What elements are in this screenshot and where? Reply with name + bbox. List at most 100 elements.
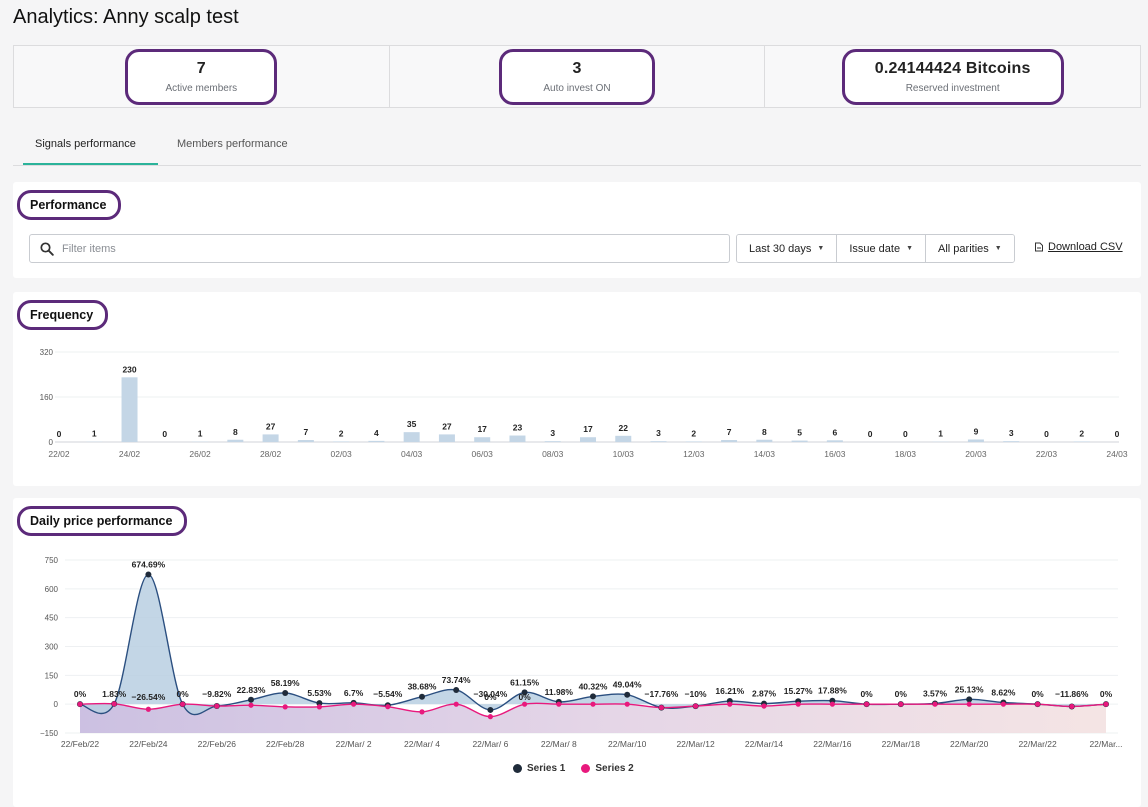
y-tick-label: 0 — [49, 438, 54, 447]
frequency-bar — [685, 441, 702, 442]
frequency-bar — [544, 441, 561, 442]
series-2-point — [385, 704, 391, 710]
x-tick-label: 12/03 — [683, 449, 705, 459]
x-tick-label: 22/03 — [1036, 449, 1058, 459]
data-label: 11.98% — [545, 687, 574, 697]
series-1-point — [487, 706, 494, 713]
bar-value-label: 3 — [656, 428, 661, 438]
x-tick-label: 22/Mar... — [1089, 739, 1122, 749]
frequency-bar — [1003, 441, 1020, 442]
stat-box: 7 Active members — [125, 48, 278, 105]
x-tick-label: 08/03 — [542, 449, 564, 459]
frequency-bar — [721, 440, 738, 442]
date-range-dropdown[interactable]: Last 30 days ▼ — [737, 235, 838, 262]
frequency-bar — [403, 432, 420, 442]
data-label: 17.88% — [818, 686, 847, 696]
series-1-point — [316, 700, 323, 707]
download-csv-label: Download CSV — [1048, 241, 1123, 253]
legend-label: Series 2 — [595, 763, 634, 774]
filter-input[interactable] — [62, 242, 662, 255]
series-2-point — [1000, 701, 1007, 707]
bar-value-label: 2 — [1079, 428, 1084, 438]
x-tick-label: 22/Mar/ 2 — [336, 739, 372, 749]
data-label: −26.54% — [132, 692, 166, 702]
x-tick-label: 16/03 — [824, 449, 846, 459]
data-label: 16.21% — [715, 686, 744, 696]
bar-value-label: 1 — [938, 429, 943, 439]
x-tick-label: 18/03 — [895, 449, 917, 459]
series-2-point — [590, 701, 596, 707]
x-tick-label: 22/Feb/24 — [129, 739, 168, 749]
series-1-point — [590, 693, 596, 700]
series-1-point — [282, 689, 289, 696]
bar-value-label: 7 — [303, 427, 308, 437]
data-label: 0% — [1031, 689, 1044, 699]
data-label: 5.53% — [307, 688, 332, 698]
series-2-point — [795, 701, 801, 707]
series-2-point — [351, 701, 357, 707]
data-label: 49.04% — [613, 680, 642, 690]
x-tick-label: 06/03 — [472, 449, 494, 459]
x-tick-label: 26/02 — [189, 449, 211, 459]
bar-value-label: 27 — [266, 421, 276, 431]
date-type-dropdown[interactable]: Issue date ▼ — [837, 235, 927, 262]
data-label: −5.54% — [373, 689, 403, 699]
data-label: −30.04% — [474, 689, 508, 699]
stat-value: 7 — [196, 59, 206, 77]
frequency-bar — [580, 437, 596, 442]
data-label: 8.62% — [991, 688, 1016, 698]
stat-label: Active members — [165, 82, 238, 94]
bar-value-label: 9 — [974, 426, 979, 436]
y-tick-label: 600 — [45, 585, 59, 594]
filter-field[interactable] — [29, 234, 730, 263]
tab-members-performance[interactable]: Members performance — [177, 138, 288, 150]
bar-value-label: 17 — [477, 424, 487, 434]
frequency-bar — [297, 440, 314, 442]
stat-label: Reserved investment — [905, 82, 1000, 94]
legend-series-2[interactable]: Series 2 — [581, 763, 634, 774]
frequency-bar — [967, 439, 984, 442]
legend-dot-icon — [581, 764, 591, 773]
x-tick-label: 22/Mar/ 8 — [541, 739, 577, 749]
frequency-bar — [227, 439, 244, 442]
x-tick-label: 14/03 — [754, 449, 776, 459]
bar-value-label: 0 — [1115, 429, 1120, 439]
series-2-point — [932, 701, 938, 707]
tab-bar: Signals performance Members performance — [13, 126, 1141, 166]
dropdown-label: Last 30 days — [749, 242, 812, 255]
parities-dropdown[interactable]: All parities ▼ — [926, 235, 1014, 262]
bar-value-label: 7 — [727, 427, 732, 437]
chevron-down-icon: ▼ — [817, 245, 825, 252]
data-label: 25.13% — [955, 684, 984, 694]
stat-active-members: 7 Active members — [14, 46, 390, 107]
legend-label: Series 1 — [527, 763, 566, 774]
dropdown-label: Issue date — [849, 242, 901, 255]
data-label: 0% — [895, 689, 908, 699]
y-tick-label: 300 — [45, 643, 59, 652]
bar-value-label: 2 — [339, 428, 344, 438]
data-label: 22.83% — [237, 685, 266, 695]
page-title: Analytics: Anny scalp test — [13, 6, 239, 28]
bar-value-label: 3 — [1009, 428, 1014, 438]
bar-value-label: 0 — [868, 429, 873, 439]
bar-value-label: 8 — [233, 427, 238, 437]
bar-value-label: 1 — [198, 429, 203, 439]
series-2-point — [693, 703, 699, 709]
data-label: 6.7% — [344, 688, 364, 698]
download-csv-link[interactable]: Download CSV — [1034, 241, 1123, 253]
series-2-point — [145, 706, 151, 712]
performance-title: Performance — [17, 190, 122, 220]
search-icon — [40, 241, 54, 256]
stat-box: 3 Auto invest ON — [499, 48, 655, 105]
stat-reserved-investment: 0.24144424 Bitcoins Reserved investment — [765, 46, 1140, 107]
data-label: 2.87% — [752, 689, 777, 699]
active-tab-indicator — [23, 163, 158, 165]
y-tick-label: 450 — [45, 614, 59, 623]
series-1-point — [145, 571, 152, 578]
bar-value-label: 4 — [374, 428, 379, 438]
stat-label: Auto invest ON — [543, 82, 611, 94]
legend-series-1[interactable]: Series 1 — [513, 763, 565, 774]
tab-signals-performance[interactable]: Signals performance — [35, 138, 136, 150]
series-2-point — [761, 703, 767, 709]
